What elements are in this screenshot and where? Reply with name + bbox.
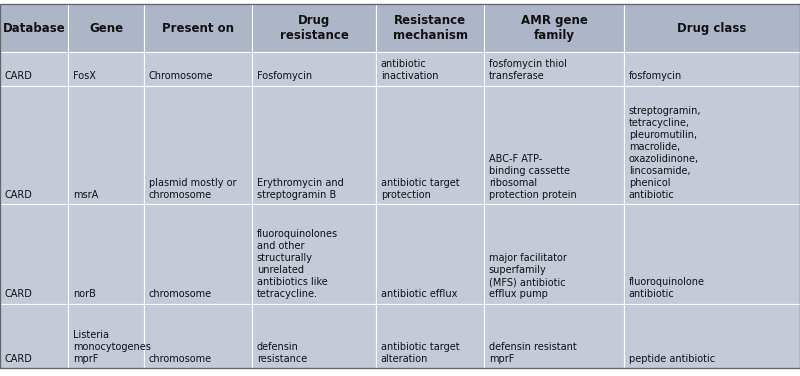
Text: major facilitator
superfamily
(MFS) antibiotic
efflux pump: major facilitator superfamily (MFS) anti…: [489, 253, 566, 299]
Text: CARD: CARD: [5, 190, 33, 200]
Bar: [376, 4, 484, 52]
Bar: [624, 204, 800, 304]
Bar: [144, 4, 252, 52]
Text: CARD: CARD: [5, 354, 33, 364]
Text: fluoroquinolones
and other
structurally
unrelated
antibiotics like
tetracycline.: fluoroquinolones and other structurally …: [257, 229, 338, 299]
Bar: [68, 304, 144, 368]
Bar: [144, 304, 252, 368]
Text: streptogramin,
tetracycline,
pleuromutilin,
macrolide,
oxazolidinone,
lincosamid: streptogramin, tetracycline, pleuromutil…: [629, 106, 702, 200]
Bar: [144, 86, 252, 204]
Text: Gene: Gene: [89, 21, 123, 35]
Text: Resistance
mechanism: Resistance mechanism: [393, 14, 467, 42]
Text: defensin
resistance: defensin resistance: [257, 342, 307, 364]
Text: Database: Database: [2, 21, 66, 35]
Bar: [68, 52, 144, 86]
Text: chromosome: chromosome: [149, 289, 212, 299]
Text: plasmid mostly or
chromosome: plasmid mostly or chromosome: [149, 177, 236, 200]
Bar: [0, 204, 68, 304]
Text: antibiotic efflux: antibiotic efflux: [381, 289, 457, 299]
Bar: [376, 304, 484, 368]
Text: defensin resistant
mprF: defensin resistant mprF: [489, 342, 577, 364]
Text: Present on: Present on: [162, 21, 234, 35]
Text: fosfomycin thiol
transferase: fosfomycin thiol transferase: [489, 59, 566, 81]
Text: FosX: FosX: [73, 71, 96, 81]
Bar: [624, 304, 800, 368]
Text: AMR gene
family: AMR gene family: [521, 14, 587, 42]
Bar: [376, 52, 484, 86]
Bar: [0, 304, 68, 368]
Text: Drug class: Drug class: [678, 21, 746, 35]
Bar: [252, 52, 376, 86]
Bar: [484, 204, 624, 304]
Text: CARD: CARD: [5, 71, 33, 81]
Bar: [376, 86, 484, 204]
Bar: [484, 4, 624, 52]
Text: Chromosome: Chromosome: [149, 71, 214, 81]
Text: Erythromycin and
streptogramin B: Erythromycin and streptogramin B: [257, 177, 343, 200]
Text: peptide antibiotic: peptide antibiotic: [629, 354, 715, 364]
Bar: [624, 4, 800, 52]
Bar: [0, 4, 68, 52]
Bar: [68, 86, 144, 204]
Bar: [252, 4, 376, 52]
Text: antibiotic
inactivation: antibiotic inactivation: [381, 59, 438, 81]
Text: msrA: msrA: [73, 190, 98, 200]
Text: norB: norB: [73, 289, 96, 299]
Text: Listeria
monocytogenes
mprF: Listeria monocytogenes mprF: [73, 330, 150, 364]
Bar: [252, 86, 376, 204]
Bar: [252, 304, 376, 368]
Bar: [0, 86, 68, 204]
Bar: [68, 4, 144, 52]
Text: CARD: CARD: [5, 289, 33, 299]
Bar: [376, 204, 484, 304]
Text: antibiotic target
protection: antibiotic target protection: [381, 177, 459, 200]
Bar: [484, 52, 624, 86]
Bar: [624, 86, 800, 204]
Bar: [624, 52, 800, 86]
Text: antibiotic target
alteration: antibiotic target alteration: [381, 342, 459, 364]
Text: chromosome: chromosome: [149, 354, 212, 364]
Text: Drug
resistance: Drug resistance: [279, 14, 349, 42]
Text: Fosfomycin: Fosfomycin: [257, 71, 312, 81]
Text: ABC-F ATP-
binding cassette
ribosomal
protection protein: ABC-F ATP- binding cassette ribosomal pr…: [489, 154, 577, 200]
Bar: [0, 52, 68, 86]
Bar: [252, 204, 376, 304]
Bar: [484, 86, 624, 204]
Text: fosfomycin: fosfomycin: [629, 71, 682, 81]
Bar: [484, 304, 624, 368]
Bar: [144, 204, 252, 304]
Bar: [68, 204, 144, 304]
Bar: [144, 52, 252, 86]
Text: fluoroquinolone
antibiotic: fluoroquinolone antibiotic: [629, 277, 705, 299]
